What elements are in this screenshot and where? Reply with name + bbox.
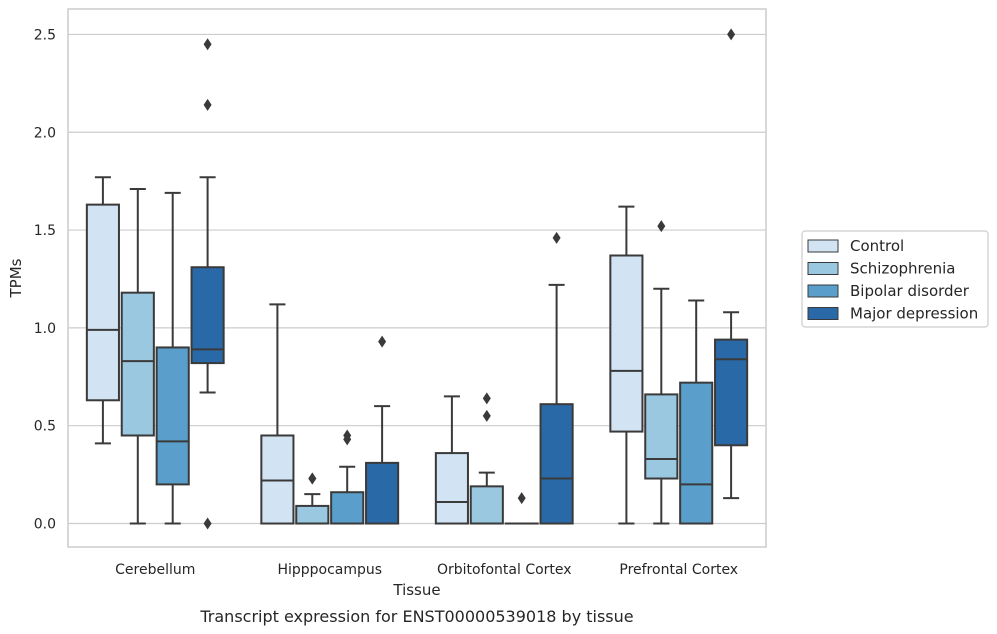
legend-swatch bbox=[807, 262, 839, 275]
legend-swatch bbox=[807, 239, 839, 253]
box-iqr bbox=[155, 346, 190, 486]
series-schizophrenia bbox=[120, 187, 679, 525]
box bbox=[85, 176, 120, 445]
box-iqr bbox=[714, 338, 749, 447]
box bbox=[609, 205, 644, 525]
chart-caption: Transcript expression for ENST0000053901… bbox=[199, 607, 633, 626]
outlier-point bbox=[482, 409, 491, 422]
box-iqr bbox=[469, 485, 504, 525]
outlier-point bbox=[203, 98, 212, 111]
box bbox=[469, 392, 504, 525]
box-iqr bbox=[85, 203, 120, 402]
box bbox=[295, 472, 330, 525]
outlier-point bbox=[203, 517, 212, 530]
y-tick-label: 1.5 bbox=[34, 223, 56, 239]
x-axis-ticks: Cerebellum Hipppocampus Orbitofontal Corte… bbox=[115, 562, 738, 578]
y-tick-label: 0.0 bbox=[34, 517, 56, 533]
box bbox=[434, 395, 469, 525]
box-iqr bbox=[644, 393, 679, 480]
box bbox=[330, 429, 365, 525]
y-axis-title: TPMs bbox=[7, 258, 25, 298]
legend-frame bbox=[801, 230, 989, 328]
outlier-point bbox=[308, 472, 317, 485]
box-iqr bbox=[679, 381, 714, 525]
legend-label: Major depression bbox=[850, 305, 978, 323]
outlier-point bbox=[203, 38, 212, 51]
legend-label: Schizophrenia bbox=[850, 260, 955, 278]
legend-swatch bbox=[807, 284, 839, 298]
box bbox=[504, 492, 539, 525]
series-major-depression bbox=[190, 28, 749, 530]
legend-label: Control bbox=[850, 237, 904, 255]
box bbox=[190, 38, 225, 530]
plot-frame bbox=[67, 8, 767, 548]
x-axis-title: Tissue bbox=[392, 581, 440, 599]
box-iqr bbox=[330, 491, 365, 525]
y-tick-label: 1.0 bbox=[34, 321, 56, 337]
box bbox=[679, 299, 714, 525]
box bbox=[365, 335, 400, 525]
box bbox=[120, 187, 155, 525]
box-iqr bbox=[365, 461, 400, 525]
x-tick-label: Cerebellum bbox=[115, 562, 195, 578]
y-tick-label: 2.5 bbox=[34, 27, 56, 43]
legend: Control Schizophrenia Bipolar disorder Majo… bbox=[801, 230, 989, 328]
box-groups bbox=[85, 28, 749, 530]
outlier-point bbox=[482, 392, 491, 405]
outlier-point bbox=[727, 28, 736, 41]
box bbox=[260, 303, 295, 525]
box-iqr bbox=[539, 403, 574, 525]
box bbox=[714, 28, 749, 500]
box bbox=[644, 220, 679, 525]
x-tick-label: Hipppocampus bbox=[277, 562, 382, 578]
box-iqr bbox=[295, 504, 330, 525]
box-iqr bbox=[609, 254, 644, 433]
box-iqr bbox=[434, 452, 469, 525]
outlier-point bbox=[378, 335, 387, 348]
x-tick-label: Orbitofontal Cortex bbox=[437, 562, 572, 578]
series-bipolar-disorder bbox=[155, 191, 714, 525]
box bbox=[155, 191, 190, 525]
y-tick-label: 0.5 bbox=[34, 419, 56, 435]
legend-item: Major depression bbox=[807, 305, 978, 323]
y-axis-ticks: 0.0 0.5 1.0 1.5 2.0 2.5 bbox=[34, 27, 56, 532]
y-tick-label: 2.0 bbox=[34, 125, 56, 141]
x-tick-label: Prefrontal Cortex bbox=[619, 562, 738, 578]
outlier-point bbox=[517, 492, 526, 505]
box-iqr bbox=[120, 291, 155, 437]
legend-label: Bipolar disorder bbox=[850, 282, 970, 300]
outlier-point bbox=[552, 231, 561, 244]
series-control bbox=[85, 176, 644, 525]
outlier-point bbox=[657, 220, 666, 233]
legend-item: Schizophrenia bbox=[807, 260, 955, 278]
box-iqr bbox=[190, 266, 225, 365]
box bbox=[539, 231, 574, 525]
legend-swatch bbox=[807, 307, 839, 320]
legend-item: Bipolar disorder bbox=[807, 282, 970, 300]
legend-item: Control bbox=[807, 237, 904, 255]
outlier-point bbox=[343, 429, 352, 442]
